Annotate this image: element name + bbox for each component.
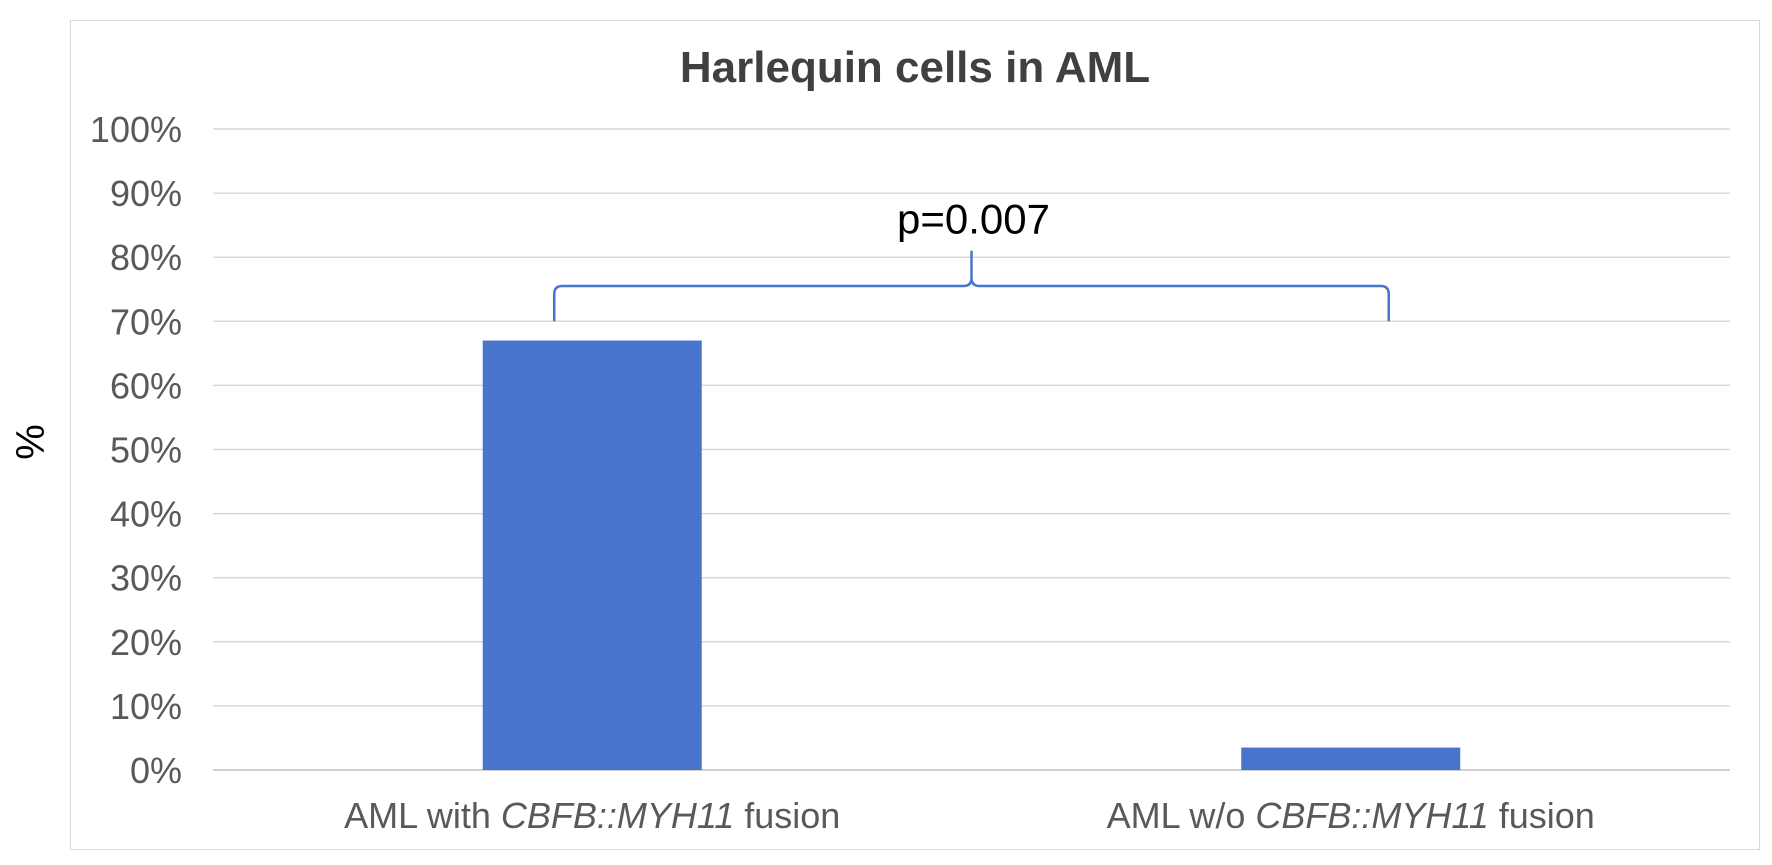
y-axis-ticks: 0% 10% 20% 30% 40% 50% 60% 70% 80% 90% 100% (90, 109, 182, 791)
x-tick-label: AML with CBFB::MYH11 fusion (344, 795, 840, 836)
y-tick-label: 20% (110, 622, 182, 663)
significance-annotation: p=0.007 (553, 196, 1390, 322)
y-tick-label: 60% (110, 365, 182, 406)
y-tick-label: 0% (130, 750, 182, 791)
p-value-label: p=0.007 (897, 196, 1050, 243)
bar (482, 340, 702, 770)
significance-bracket (553, 250, 1390, 322)
y-tick-label: 50% (110, 430, 182, 471)
y-axis-label: % (9, 424, 53, 460)
chart-frame (70, 20, 1760, 850)
bar (1241, 747, 1461, 770)
y-tick-label: 10% (110, 686, 182, 727)
y-tick-label: 40% (110, 494, 182, 535)
bars (482, 340, 1461, 770)
x-tick-label: AML w/o CBFB::MYH11 fusion (1107, 795, 1595, 836)
y-tick-label: 80% (110, 237, 182, 278)
x-axis-ticks: AML with CBFB::MYH11 fusion AML w/o CBFB:… (344, 795, 1595, 836)
y-tick-label: 70% (110, 301, 182, 342)
y-tick-label: 90% (110, 173, 182, 214)
chart-title: Harlequin cells in AML (680, 43, 1150, 92)
y-tick-label: 100% (90, 109, 182, 150)
y-tick-label: 30% (110, 558, 182, 599)
